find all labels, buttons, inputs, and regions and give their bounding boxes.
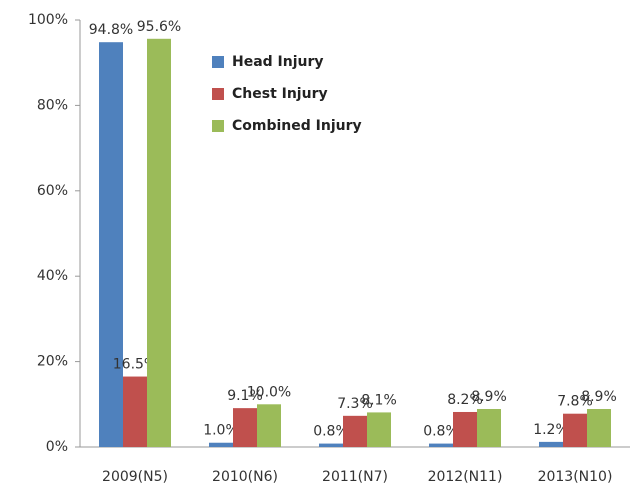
bar	[233, 408, 257, 447]
value-label: 0.8%	[423, 424, 459, 440]
value-label: 0.8%	[313, 424, 349, 440]
value-label: 8.9%	[471, 389, 507, 405]
value-label: 10.0%	[247, 384, 291, 400]
value-label: 1.2%	[533, 422, 569, 438]
y-tick-label: 80%	[37, 97, 68, 113]
bar	[429, 443, 453, 447]
legend-label: Combined Injury	[232, 118, 362, 134]
legend-swatch	[212, 120, 224, 132]
bar	[477, 408, 501, 447]
value-label: 1.0%	[203, 423, 239, 439]
legend-label: Chest Injury	[232, 86, 328, 102]
legend-swatch	[212, 88, 224, 100]
bar	[147, 38, 171, 448]
bar	[539, 441, 563, 447]
value-label: 95.6%	[137, 19, 181, 35]
x-tick-label: 2012(N11)	[428, 469, 503, 485]
bar	[319, 443, 343, 447]
value-label: 16.5%	[113, 357, 157, 373]
bar	[99, 42, 123, 447]
bar	[257, 404, 281, 447]
value-label: 8.2%	[447, 392, 483, 408]
y-tick-label: 0%	[46, 439, 68, 455]
value-label: 94.8%	[89, 22, 133, 38]
x-tick-label: 2011(N7)	[322, 469, 388, 485]
y-tick-label: 60%	[37, 183, 68, 199]
bar	[367, 412, 391, 447]
x-tick-label: 2010(N6)	[212, 469, 278, 485]
bar	[453, 411, 477, 447]
x-tick-label: 2013(N10)	[538, 469, 613, 485]
value-label: 7.8%	[557, 394, 593, 410]
value-label: 7.3%	[337, 396, 373, 412]
y-tick-label: 40%	[37, 268, 68, 284]
value-label: 9.1%	[227, 388, 263, 404]
bar	[209, 442, 233, 447]
bar	[343, 415, 367, 447]
bar	[563, 413, 587, 447]
legend-label: Head Injury	[232, 54, 324, 70]
value-label: 8.9%	[581, 389, 617, 405]
x-tick-label: 2009(N5)	[102, 469, 168, 485]
bar	[587, 408, 611, 447]
value-label: 8.1%	[361, 392, 397, 408]
legend-swatch	[212, 56, 224, 68]
bar	[123, 376, 147, 447]
y-tick-label: 100%	[28, 12, 68, 28]
y-tick-label: 20%	[37, 354, 68, 370]
